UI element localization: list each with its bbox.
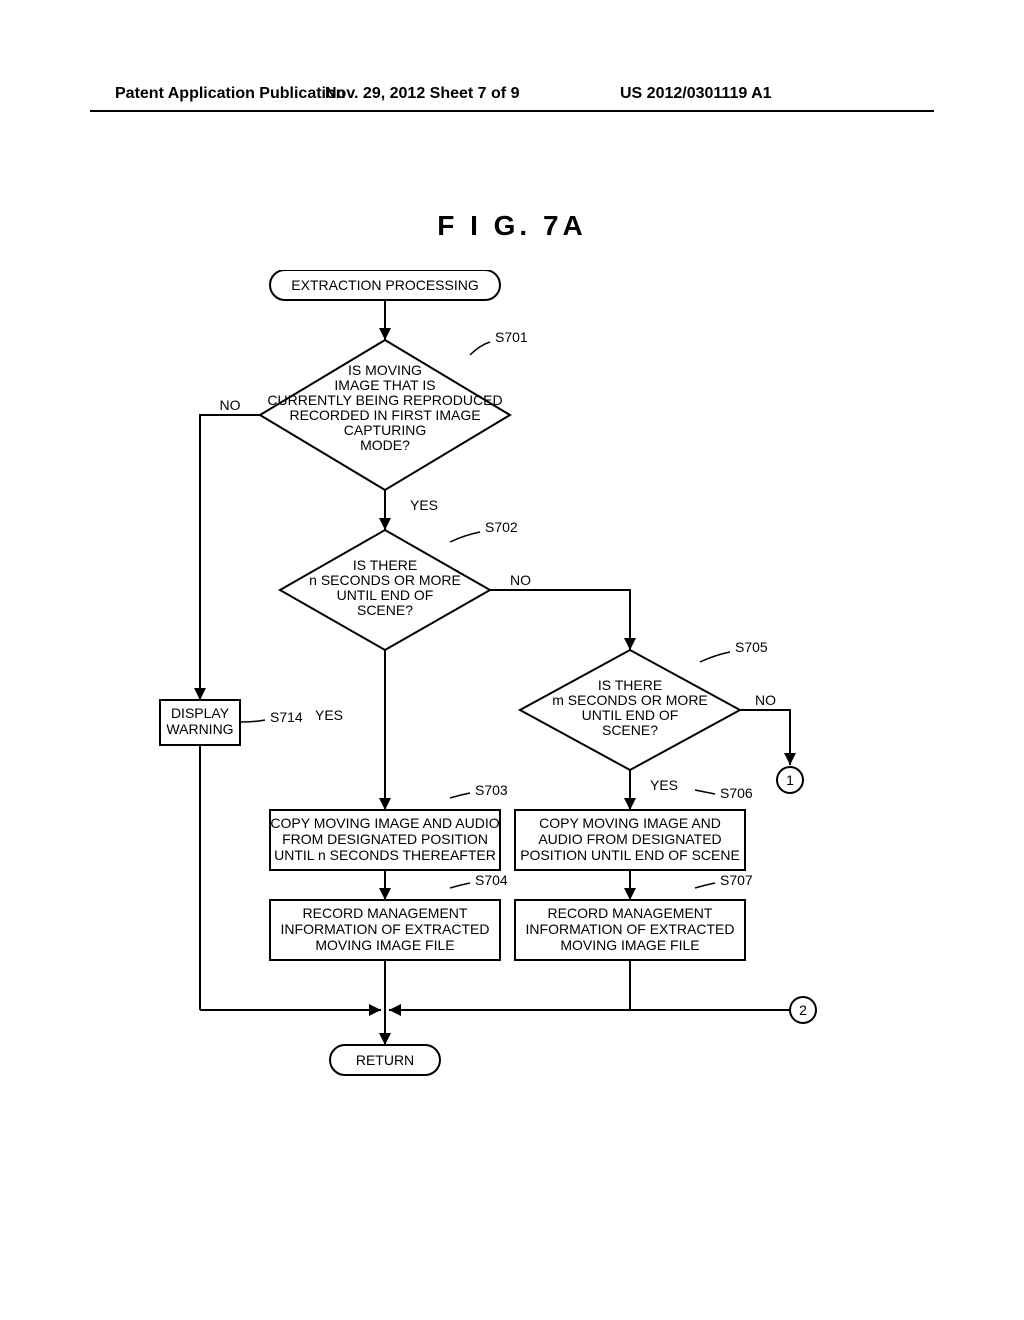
svg-text:RETURN: RETURN [356,1052,414,1068]
svg-text:IMAGE THAT IS: IMAGE THAT IS [334,377,435,393]
svg-text:POSITION UNTIL END OF SCENE: POSITION UNTIL END OF SCENE [520,847,740,863]
svg-text:RECORDED IN FIRST IMAGE: RECORDED IN FIRST IMAGE [289,407,480,423]
leader-line [450,532,480,542]
svg-text:COPY MOVING IMAGE AND: COPY MOVING IMAGE AND [539,815,721,831]
svg-text:RECORD MANAGEMENT: RECORD MANAGEMENT [548,905,713,921]
svg-text:IS THERE: IS THERE [353,557,417,573]
svg-text:MOVING IMAGE FILE: MOVING IMAGE FILE [315,937,454,953]
svg-text:CAPTURING: CAPTURING [344,422,426,438]
svg-text:WARNING: WARNING [166,721,233,737]
leader-line [240,720,265,722]
header-left: Patent Application Publication [115,85,346,103]
svg-text:INFORMATION OF EXTRACTED: INFORMATION OF EXTRACTED [281,921,490,937]
svg-text:UNTIL n SECONDS THEREAFTER: UNTIL n SECONDS THEREAFTER [274,847,496,863]
svg-text:COPY MOVING IMAGE AND AUDIO: COPY MOVING IMAGE AND AUDIO [270,815,499,831]
label-s703: S703 [475,782,508,798]
leader-line [450,883,470,888]
svg-text:UNTIL END OF: UNTIL END OF [337,587,434,603]
label-s701: S701 [495,329,528,345]
header-mid: Nov. 29, 2012 Sheet 7 of 9 [325,85,519,103]
label-s706: S706 [720,785,753,801]
no-label: NO [220,397,241,413]
header-right: US 2012/0301119 A1 [620,85,772,103]
flow-line [200,415,260,700]
svg-text:n SECONDS OR MORE: n SECONDS OR MORE [309,572,461,588]
svg-text:DISPLAY: DISPLAY [171,705,230,721]
label-s705: S705 [735,639,768,655]
leader-line [695,790,715,794]
leader-line [470,342,490,355]
label-s704: S704 [475,872,508,888]
svg-text:FROM DESIGNATED POSITION: FROM DESIGNATED POSITION [282,831,488,847]
svg-text:YES: YES [315,707,343,723]
leader-line [700,652,730,662]
figure-title: F I G. 7A [0,210,1024,242]
svg-text:MOVING IMAGE FILE: MOVING IMAGE FILE [560,937,699,953]
svg-text:INFORMATION OF EXTRACTED: INFORMATION OF EXTRACTED [526,921,735,937]
svg-text:NO: NO [510,572,531,588]
header-rule [90,110,934,112]
svg-text:SCENE?: SCENE? [357,602,413,618]
svg-text:UNTIL END OF: UNTIL END OF [582,707,679,723]
svg-text:NO: NO [755,692,776,708]
svg-text:SCENE?: SCENE? [602,722,658,738]
svg-text:MODE?: MODE? [360,437,410,453]
leader-line [695,883,715,888]
leader-line [450,793,470,798]
label-s707: S707 [720,872,753,888]
flow-line [740,710,790,765]
flow-line [490,590,630,650]
svg-text:IS MOVING: IS MOVING [348,362,422,378]
svg-text:1: 1 [786,772,794,788]
svg-text:m SECONDS OR MORE: m SECONDS OR MORE [552,692,708,708]
svg-text:2: 2 [799,1002,807,1018]
label-s702: S702 [485,519,518,535]
svg-text:YES: YES [650,777,678,793]
label-s714: S714 [270,709,303,725]
svg-text:IS THERE: IS THERE [598,677,662,693]
svg-text:YES: YES [410,497,438,513]
svg-text:RECORD MANAGEMENT: RECORD MANAGEMENT [303,905,468,921]
svg-text:AUDIO FROM DESIGNATED: AUDIO FROM DESIGNATED [538,831,721,847]
flowchart-svg: EXTRACTION PROCESSING IS MOVING IMAGE TH… [140,270,900,1150]
svg-text:CURRENTLY BEING REPRODUCED: CURRENTLY BEING REPRODUCED [267,392,502,408]
start-text: EXTRACTION PROCESSING [291,277,478,293]
